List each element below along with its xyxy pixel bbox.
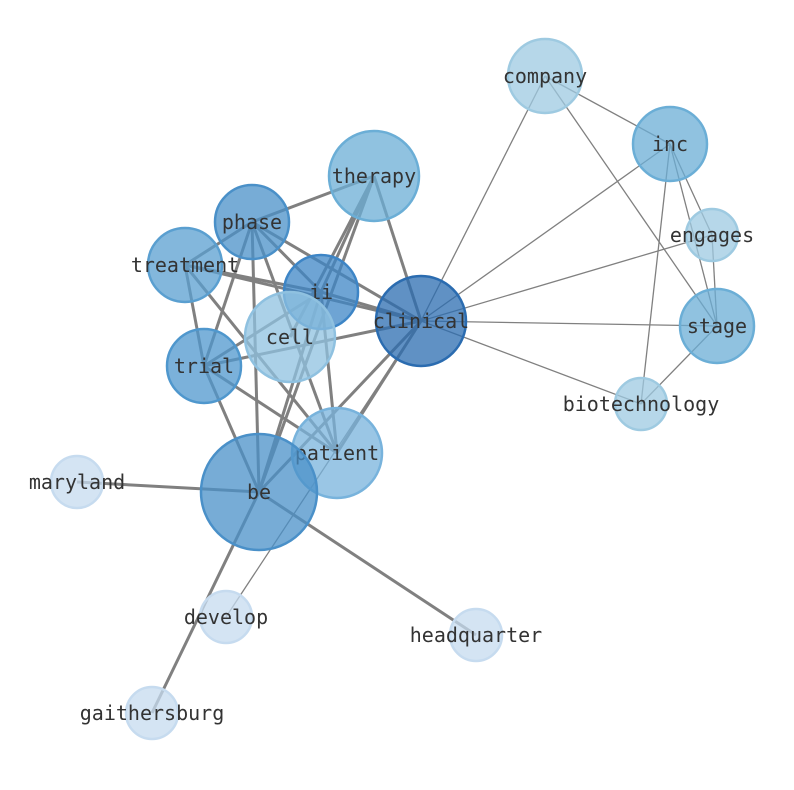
node-label: gaithersburg — [80, 701, 225, 725]
edge-engages-clinical — [420, 234, 713, 322]
node-circle[interactable] — [124, 685, 180, 741]
node-label: cell — [266, 325, 314, 349]
node-circle[interactable] — [506, 37, 584, 115]
node-circle[interactable] — [199, 432, 319, 552]
node-headquarter[interactable]: headquarter — [410, 607, 542, 663]
node-biotechnology[interactable]: biotechnology — [563, 376, 720, 432]
node-circle[interactable] — [198, 589, 254, 645]
node-circle[interactable] — [49, 454, 105, 510]
edge-stage-clinical — [420, 320, 718, 327]
node-clinical[interactable]: clinical — [373, 274, 469, 368]
node-circle[interactable] — [165, 327, 243, 405]
node-label: maryland — [29, 470, 125, 494]
node-label: biotechnology — [563, 392, 720, 416]
node-company[interactable]: company — [503, 37, 587, 115]
node-circle[interactable] — [213, 183, 291, 261]
node-label: headquarter — [410, 623, 542, 647]
node-be[interactable]: be — [199, 432, 319, 552]
node-maryland[interactable]: maryland — [29, 454, 125, 510]
node-label: stage — [687, 314, 747, 338]
node-label: therapy — [332, 164, 416, 188]
node-circle[interactable] — [374, 274, 468, 368]
node-label: treatment — [131, 253, 239, 277]
node-circle[interactable] — [327, 129, 421, 223]
node-treatment[interactable]: treatment — [131, 226, 239, 304]
node-label: be — [247, 480, 271, 504]
node-gaithersburg[interactable]: gaithersburg — [80, 685, 225, 741]
node-therapy[interactable]: therapy — [327, 129, 421, 223]
node-engages[interactable]: engages — [670, 207, 754, 263]
node-phase[interactable]: phase — [213, 183, 291, 261]
node-circle[interactable] — [243, 290, 337, 384]
node-circle[interactable] — [678, 287, 756, 365]
node-label: trial — [174, 354, 234, 378]
node-label: inc — [652, 132, 688, 156]
node-trial[interactable]: trial — [165, 327, 243, 405]
node-label: develop — [184, 605, 268, 629]
edge-inc-clinical — [420, 143, 671, 322]
node-circle[interactable] — [613, 376, 669, 432]
edge-inc-biotechnology — [640, 143, 671, 405]
node-circle[interactable] — [448, 607, 504, 663]
node-label: company — [503, 64, 587, 88]
node-circle[interactable] — [146, 226, 224, 304]
edge-company-stage — [544, 75, 718, 327]
node-label: phase — [222, 210, 282, 234]
node-circle[interactable] — [631, 105, 709, 183]
node-cell[interactable]: cell — [243, 290, 337, 384]
node-label: clinical — [373, 309, 469, 333]
node-inc[interactable]: inc — [631, 105, 709, 183]
node-circle[interactable] — [684, 207, 740, 263]
node-develop[interactable]: develop — [184, 589, 268, 645]
node-stage[interactable]: stage — [678, 287, 756, 365]
node-label: engages — [670, 223, 754, 247]
